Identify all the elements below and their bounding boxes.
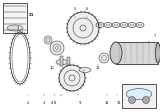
Text: 12: 12 bbox=[105, 94, 109, 105]
Text: 11: 11 bbox=[96, 64, 100, 70]
Text: 10: 10 bbox=[50, 64, 58, 70]
Text: 21: 21 bbox=[29, 13, 35, 17]
Text: 4: 4 bbox=[51, 94, 55, 105]
Circle shape bbox=[50, 41, 64, 55]
Circle shape bbox=[143, 97, 149, 103]
Ellipse shape bbox=[79, 68, 91, 72]
Text: 8: 8 bbox=[54, 94, 62, 105]
Ellipse shape bbox=[7, 25, 23, 31]
Text: 1: 1 bbox=[17, 26, 19, 37]
Text: 6: 6 bbox=[86, 7, 88, 18]
Ellipse shape bbox=[56, 59, 68, 65]
Bar bbox=[122, 84, 156, 108]
Bar bbox=[116, 42, 158, 64]
Text: 3: 3 bbox=[43, 94, 45, 105]
Circle shape bbox=[59, 65, 85, 91]
Ellipse shape bbox=[110, 42, 122, 64]
Circle shape bbox=[67, 12, 99, 44]
Circle shape bbox=[44, 36, 52, 44]
Text: 7: 7 bbox=[148, 34, 156, 42]
Bar bbox=[67, 57, 69, 65]
Text: 9: 9 bbox=[78, 94, 81, 105]
Text: 2: 2 bbox=[27, 95, 29, 105]
Text: 5: 5 bbox=[74, 7, 76, 18]
Circle shape bbox=[128, 97, 136, 103]
Bar bbox=[60, 56, 63, 66]
Circle shape bbox=[99, 53, 109, 63]
Ellipse shape bbox=[156, 43, 160, 63]
Bar bbox=[3, 3, 27, 33]
Text: 13: 13 bbox=[117, 95, 121, 105]
Ellipse shape bbox=[126, 89, 152, 99]
